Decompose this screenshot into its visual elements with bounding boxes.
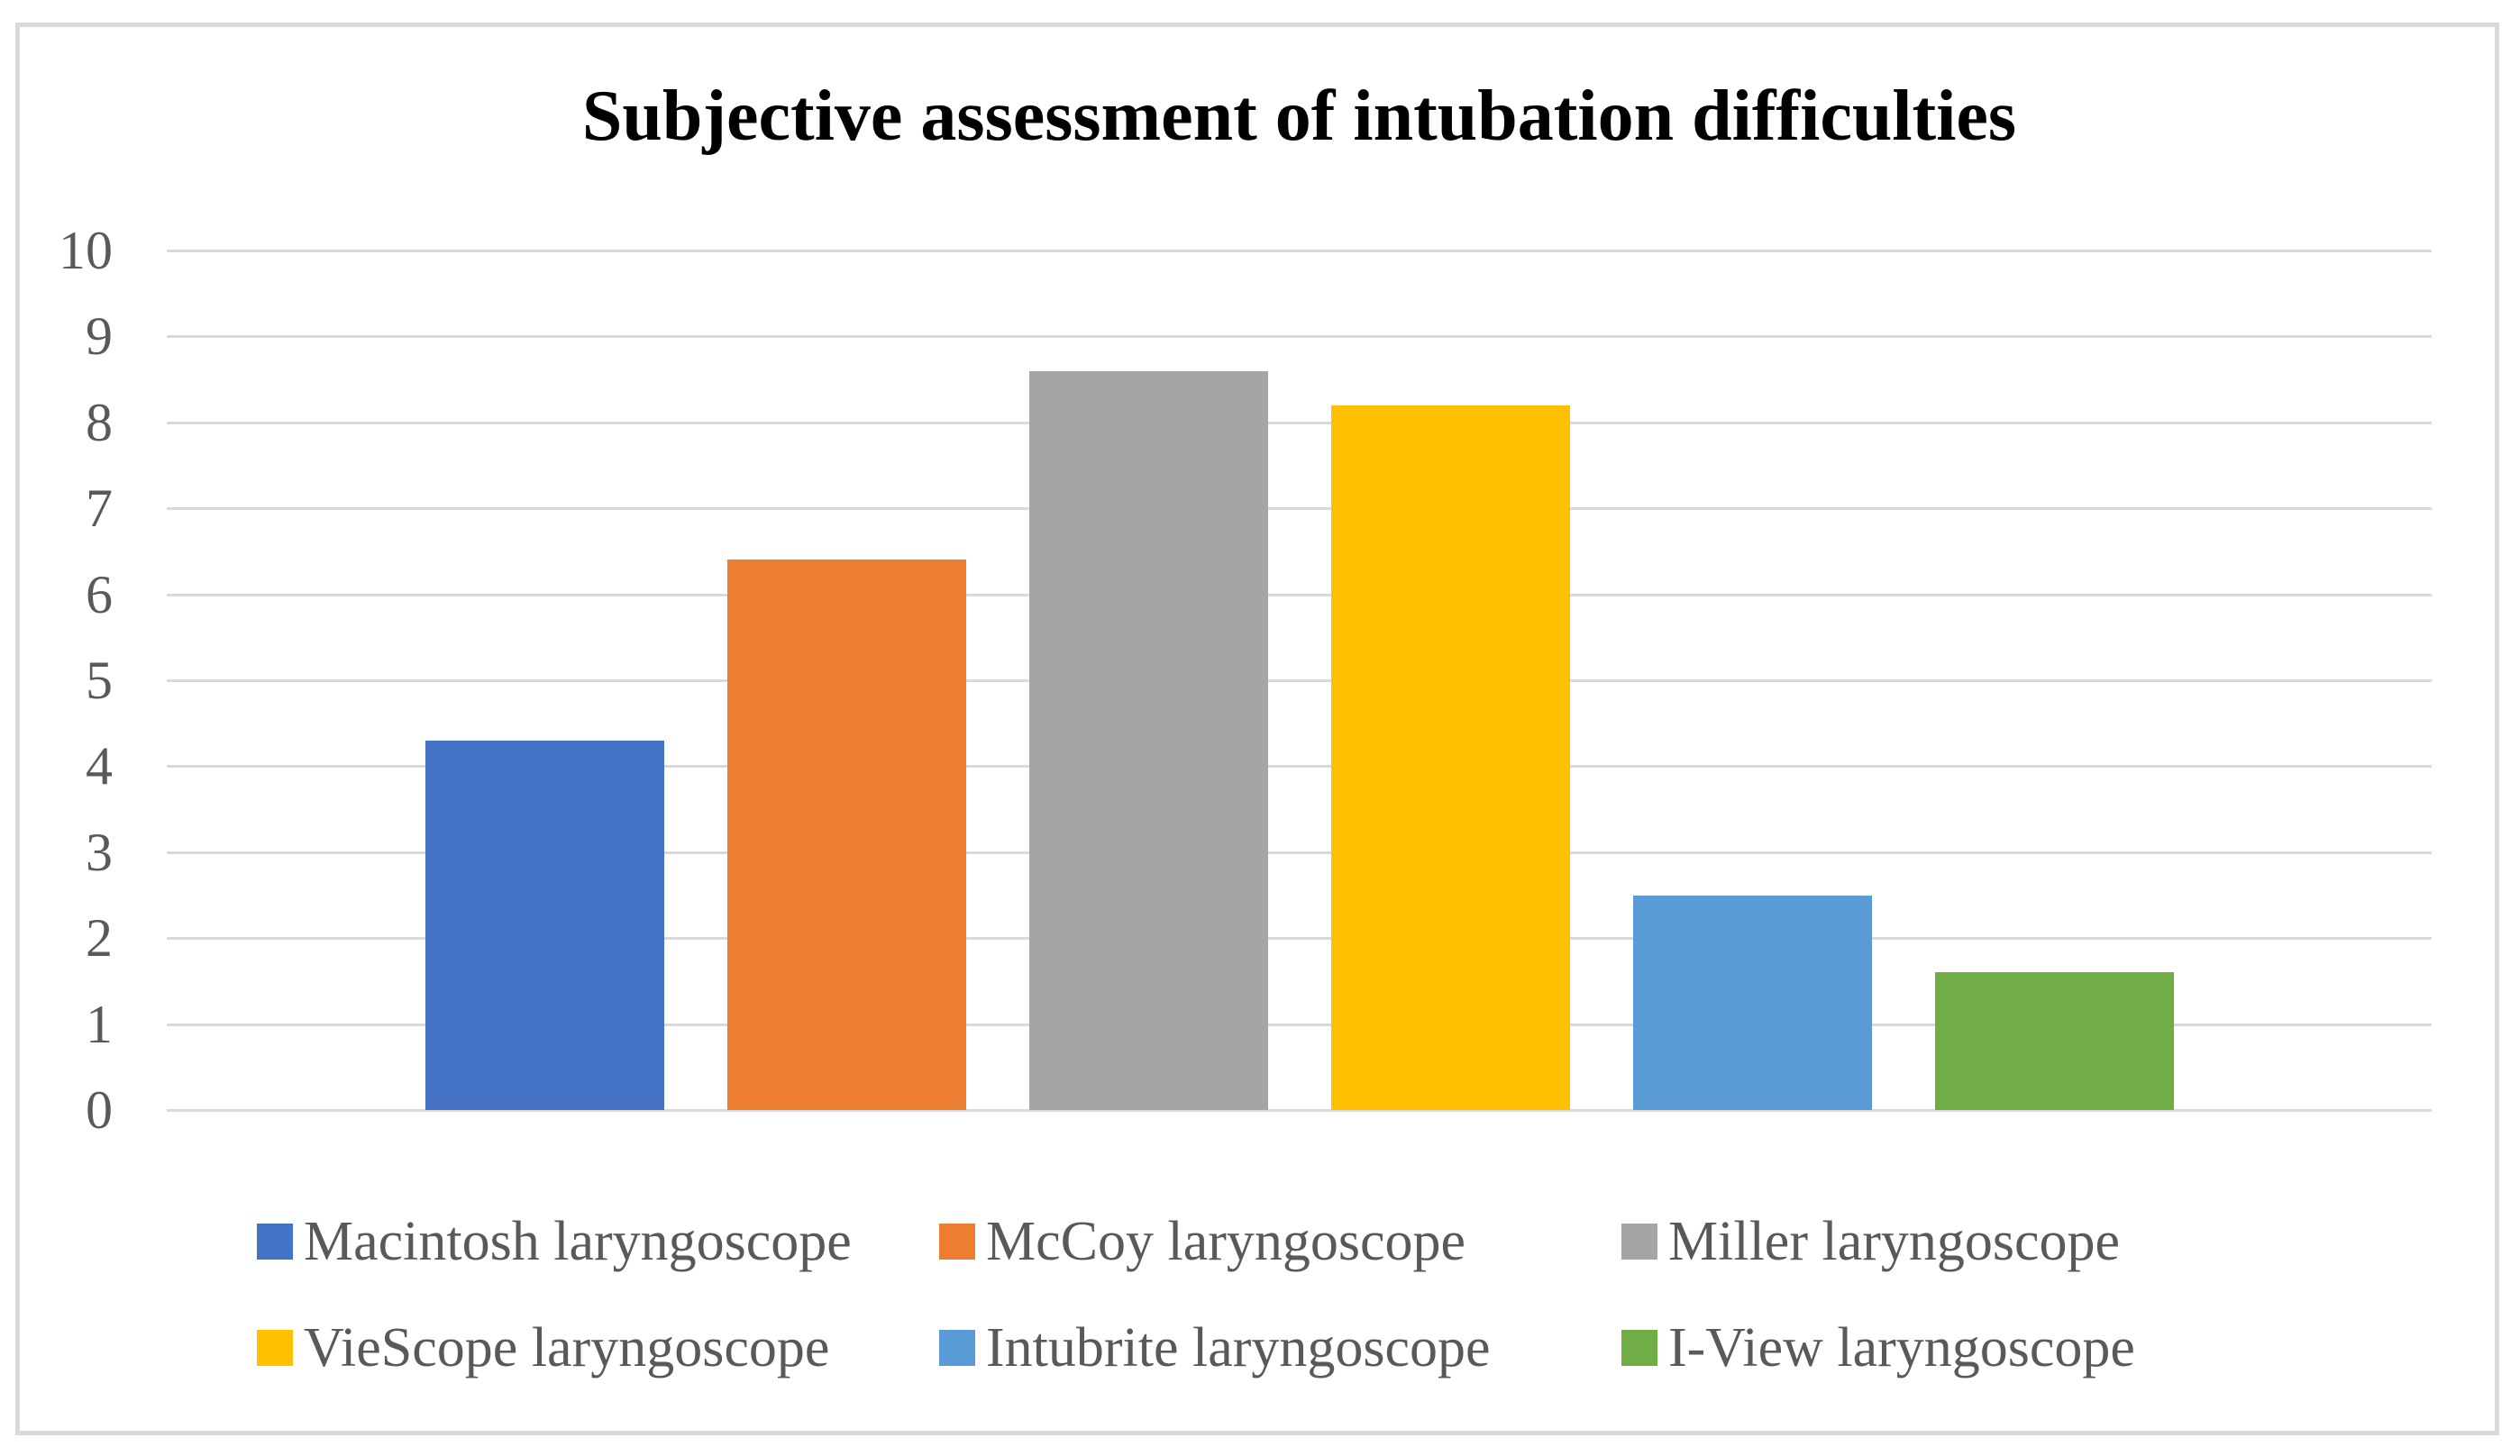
legend-swatch-miller-laryngoscope	[1621, 1224, 1657, 1260]
gridline-y-5	[167, 679, 2432, 682]
legend-item-macintosh-laryngoscope: Macintosh laryngoscope	[257, 1206, 939, 1278]
bar-series	[167, 250, 2432, 1110]
legend-label-mccoy-laryngoscope: McCoy laryngoscope	[986, 1211, 1466, 1272]
y-tick-label-6: 6	[86, 564, 113, 624]
legend: Macintosh laryngoscope McCoy laryngoscope…	[257, 1206, 2135, 1384]
legend-item-intubrite-laryngoscope: Intubrite laryngoscope	[939, 1312, 1621, 1384]
gridline-y-8	[167, 421, 2432, 424]
bar-intubrite-laryngoscope	[1632, 895, 1872, 1110]
legend-swatch-viescope-laryngoscope	[257, 1330, 293, 1366]
y-tick-label-10: 10	[59, 221, 113, 280]
y-tick-label-4: 4	[86, 736, 113, 796]
gridline-y-2	[167, 937, 2432, 941]
legend-item-miller-laryngoscope: Miller laryngoscope	[1621, 1206, 2135, 1278]
legend-label-i-view-laryngoscope: I-View laryngoscope	[1668, 1317, 2135, 1379]
bar-macintosh-laryngoscope	[425, 740, 664, 1110]
legend-item-mccoy-laryngoscope: McCoy laryngoscope	[939, 1206, 1621, 1278]
y-tick-label-8: 8	[86, 392, 113, 452]
plot-area	[167, 250, 2432, 1112]
legend-item-viescope-laryngoscope: VieScope laryngoscope	[257, 1312, 939, 1384]
y-tick-label-9: 9	[86, 306, 113, 367]
legend-swatch-intubrite-laryngoscope	[939, 1330, 975, 1366]
chart-title: Subjective assessment of intubation diff…	[581, 77, 2017, 156]
y-axis: 0 1 2 3 4 5 6 7 8 9 10	[0, 0, 113, 1456]
gridline-y-4	[167, 765, 2432, 769]
y-tick-label-0: 0	[86, 1080, 113, 1140]
legend-swatch-i-view-laryngoscope	[1621, 1330, 1657, 1366]
y-tick-label-5: 5	[86, 651, 113, 710]
gridline-y-3	[167, 851, 2432, 854]
legend-label-macintosh-laryngoscope: Macintosh laryngoscope	[304, 1211, 852, 1272]
bar-viescope-laryngoscope	[1330, 405, 1570, 1110]
gridline-y-6	[167, 593, 2432, 596]
legend-label-intubrite-laryngoscope: Intubrite laryngoscope	[986, 1317, 1491, 1379]
y-tick-label-3: 3	[86, 822, 113, 882]
legend-label-miller-laryngoscope: Miller laryngoscope	[1668, 1211, 2121, 1272]
gridline-y-0	[167, 1109, 2432, 1112]
y-tick-label-2: 2	[86, 908, 113, 969]
y-tick-label-1: 1	[86, 994, 113, 1054]
bar-mccoy-laryngoscope	[726, 560, 966, 1110]
gridline-y-9	[167, 335, 2432, 339]
legend-swatch-mccoy-laryngoscope	[939, 1224, 975, 1260]
gridline-y-1	[167, 1023, 2432, 1026]
y-tick-label-7: 7	[86, 478, 113, 539]
gridline-y-7	[167, 507, 2432, 511]
bar-i-view-laryngoscope	[1934, 972, 2174, 1110]
legend-item-i-view-laryngoscope: I-View laryngoscope	[1621, 1312, 2135, 1384]
bar-miller-laryngoscope	[1028, 370, 1268, 1110]
gridline-y-10	[167, 250, 2432, 252]
figure-border	[15, 23, 2499, 1435]
legend-swatch-macintosh-laryngoscope	[257, 1224, 293, 1260]
legend-label-viescope-laryngoscope: VieScope laryngoscope	[304, 1317, 830, 1379]
